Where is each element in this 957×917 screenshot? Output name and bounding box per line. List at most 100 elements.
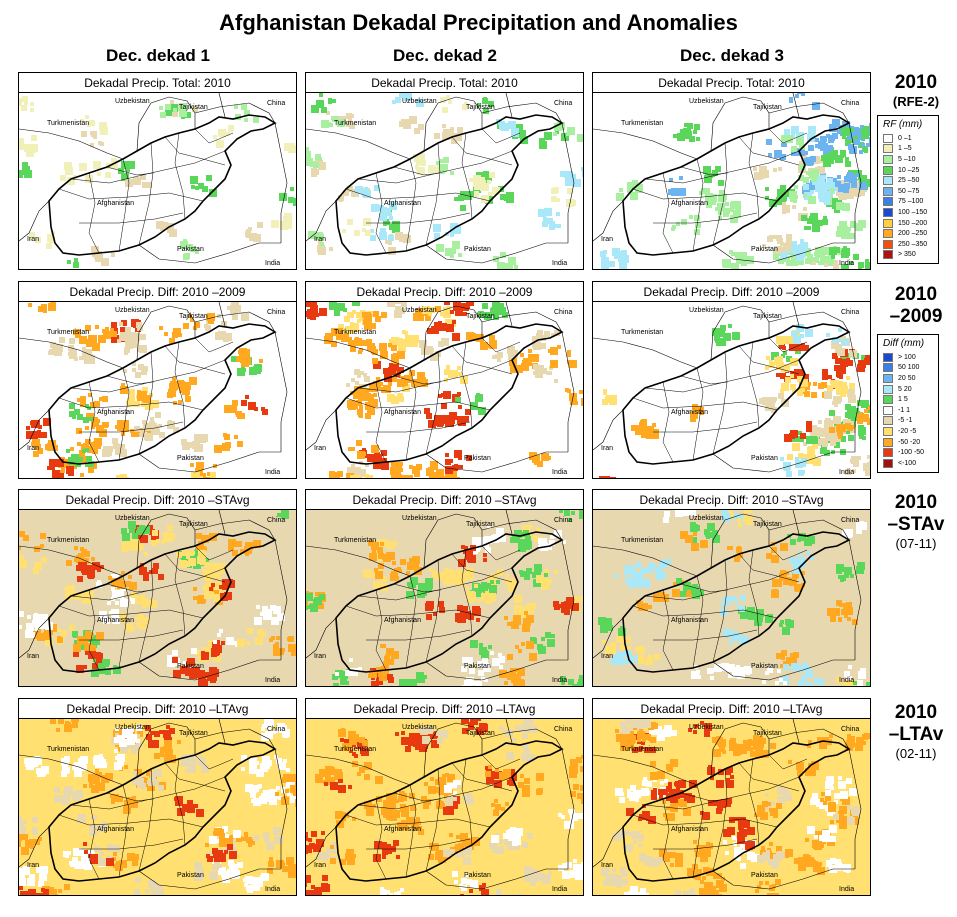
precip-cell bbox=[452, 241, 460, 249]
precip-cell bbox=[841, 382, 847, 388]
precip-cell bbox=[471, 405, 475, 409]
precip-cell bbox=[127, 737, 135, 745]
precip-cell bbox=[399, 791, 405, 797]
precip-cell bbox=[69, 349, 77, 357]
precip-cell bbox=[243, 361, 247, 365]
precip-cell bbox=[799, 164, 805, 170]
precip-cell bbox=[393, 840, 399, 846]
precip-cell bbox=[838, 435, 842, 439]
precip-cell bbox=[285, 789, 289, 793]
precip-cell bbox=[151, 427, 159, 435]
precip-cell bbox=[576, 757, 582, 763]
precip-cell bbox=[134, 426, 140, 432]
place-label-iran: Iran bbox=[314, 653, 326, 660]
precip-cell bbox=[26, 766, 30, 770]
place-label-uzbekistan: Uzbekistan bbox=[115, 307, 150, 314]
precip-cell bbox=[200, 559, 206, 565]
precip-cell bbox=[123, 474, 127, 478]
precip-cell bbox=[314, 887, 322, 895]
precip-cell bbox=[95, 769, 99, 773]
precip-cell bbox=[826, 431, 834, 439]
precip-cell bbox=[440, 97, 446, 103]
precip-cell bbox=[464, 873, 468, 877]
precip-cell bbox=[192, 106, 198, 112]
province-boundary bbox=[345, 814, 491, 828]
precip-cell bbox=[815, 144, 819, 148]
precip-cell bbox=[191, 472, 197, 478]
precip-cell bbox=[379, 382, 383, 386]
precip-cell bbox=[628, 891, 636, 895]
precip-cell bbox=[737, 671, 745, 679]
precip-cell bbox=[845, 574, 849, 578]
province-boundary bbox=[366, 629, 471, 641]
precip-cell bbox=[578, 684, 583, 686]
precip-cell bbox=[135, 877, 141, 883]
precip-cell bbox=[566, 821, 574, 829]
precip-cell bbox=[241, 313, 249, 321]
precip-cell bbox=[137, 325, 143, 331]
precip-cell bbox=[388, 247, 396, 255]
precip-cell bbox=[549, 224, 555, 230]
precip-cell bbox=[344, 739, 350, 745]
afghanistan-border bbox=[622, 323, 851, 465]
precip-cell bbox=[859, 150, 863, 154]
precip-cell bbox=[530, 603, 536, 609]
place-label-afghanistan: Afghanistan bbox=[97, 826, 134, 833]
province-boundary bbox=[738, 345, 800, 375]
precip-cell bbox=[249, 758, 257, 766]
precip-cell bbox=[777, 669, 781, 673]
precip-cell bbox=[69, 411, 75, 417]
precip-cell bbox=[798, 558, 806, 566]
precip-cell bbox=[479, 723, 487, 731]
precip-cell bbox=[58, 889, 62, 893]
precip-cell bbox=[869, 460, 870, 464]
precip-cell bbox=[529, 525, 533, 529]
precip-cell bbox=[451, 849, 455, 853]
precip-cell bbox=[279, 193, 287, 201]
precip-cell bbox=[615, 788, 623, 796]
precip-cell bbox=[213, 135, 217, 139]
precip-cell bbox=[273, 606, 281, 614]
precip-cell bbox=[80, 756, 88, 764]
precip-cell bbox=[866, 143, 870, 147]
precip-cell bbox=[481, 677, 485, 681]
precip-cell bbox=[136, 181, 140, 185]
precip-cell bbox=[346, 121, 352, 127]
precip-cell bbox=[288, 870, 296, 878]
precip-cell bbox=[784, 793, 792, 801]
precip-cell bbox=[528, 607, 534, 613]
precip-cell bbox=[459, 884, 463, 888]
precip-cell bbox=[833, 434, 841, 442]
precip-cell bbox=[519, 728, 523, 732]
precip-cell bbox=[306, 311, 307, 317]
precip-cell bbox=[491, 340, 497, 346]
precip-cell bbox=[373, 581, 381, 589]
precip-cell bbox=[798, 370, 804, 376]
precip-cell bbox=[239, 413, 245, 419]
precip-cell bbox=[73, 848, 81, 856]
precip-cell bbox=[282, 868, 286, 872]
precip-cell bbox=[208, 640, 214, 646]
precip-cell bbox=[22, 96, 28, 102]
precip-cell bbox=[493, 314, 499, 320]
precip-cell bbox=[693, 532, 697, 536]
precip-cell bbox=[182, 442, 190, 450]
precip-cell bbox=[600, 251, 606, 257]
precip-cell bbox=[137, 393, 145, 401]
precip-cell bbox=[812, 102, 820, 110]
precip-cell bbox=[74, 592, 82, 600]
precip-cell bbox=[61, 758, 69, 766]
precip-cell bbox=[789, 99, 793, 103]
precip-cell bbox=[85, 426, 89, 430]
precip-cell bbox=[433, 612, 437, 616]
precip-cell bbox=[32, 439, 40, 447]
precip-cell bbox=[850, 128, 854, 132]
precip-cell bbox=[88, 393, 92, 397]
place-label-china: China bbox=[267, 100, 285, 107]
precip-cell bbox=[288, 197, 294, 203]
precip-cell bbox=[511, 679, 515, 683]
precip-cell bbox=[684, 123, 688, 127]
precip-cell bbox=[423, 803, 429, 809]
precip-cell bbox=[226, 132, 230, 136]
precip-cell bbox=[216, 140, 224, 148]
